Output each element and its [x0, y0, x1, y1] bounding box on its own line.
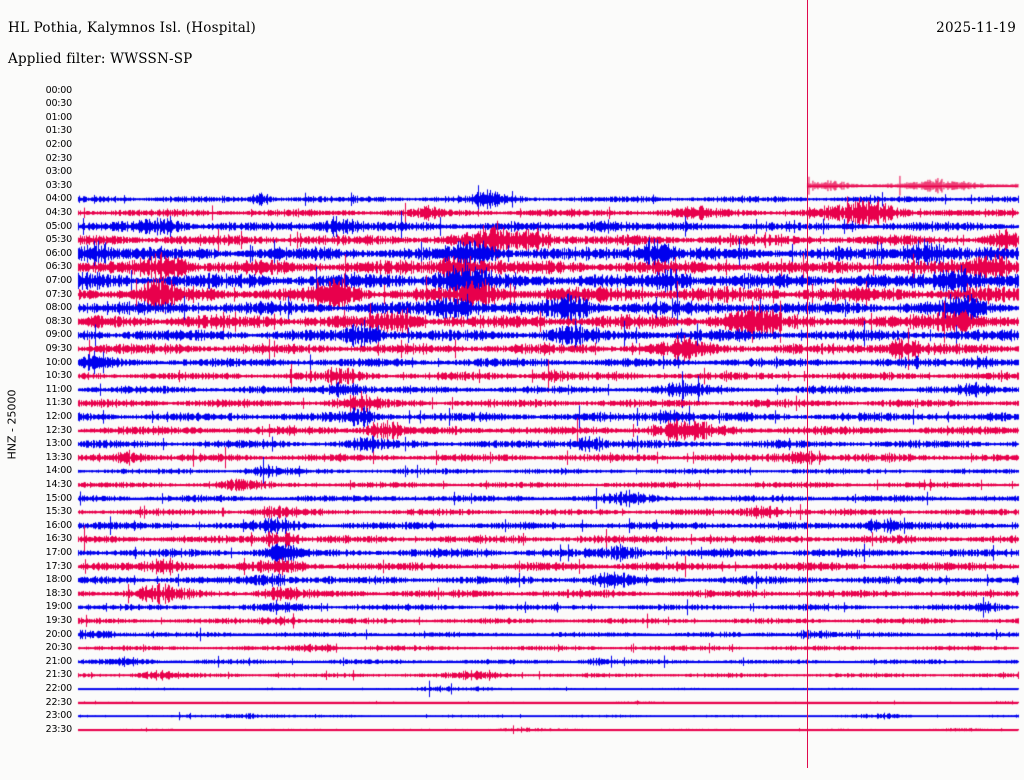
- time-tick-label: 05:00: [45, 220, 73, 232]
- time-tick-label: 07:30: [45, 288, 73, 300]
- time-tick-label: 01:00: [45, 111, 73, 123]
- time-tick-label: 16:30: [45, 533, 73, 545]
- time-tick-label: 21:00: [45, 655, 73, 667]
- time-tick-label: 12:00: [45, 410, 73, 422]
- time-tick-label: 11:00: [45, 383, 73, 395]
- time-tick-label: 10:00: [45, 356, 73, 368]
- time-tick-label: 04:00: [45, 193, 73, 205]
- time-tick-label: 22:30: [45, 696, 73, 708]
- time-tick-label: 19:30: [45, 614, 73, 626]
- time-tick-label: 17:30: [45, 560, 73, 572]
- time-tick-label: 20:00: [45, 628, 73, 640]
- time-tick-label: 04:30: [45, 206, 73, 218]
- time-tick-label: 03:30: [45, 179, 73, 191]
- time-tick-label: 15:30: [45, 506, 73, 518]
- time-tick-label: 19:00: [45, 601, 73, 613]
- time-tick-label: 06:30: [45, 261, 73, 273]
- time-tick-label: 12:30: [45, 424, 73, 436]
- time-tick-label: 09:30: [45, 342, 73, 354]
- time-axis-ticks: 00:00 00:30 01:00 01:30 02:00 02:30 03:00 03:30…: [14, 0, 73, 780]
- time-tick-label: 11:30: [45, 397, 73, 409]
- time-tick-label: 08:30: [45, 315, 73, 327]
- time-tick-label: 08:00: [45, 302, 73, 314]
- time-tick-label: 14:30: [45, 478, 73, 490]
- time-tick-label: 22:00: [45, 682, 73, 694]
- time-tick-label: 06:00: [45, 247, 73, 259]
- time-tick-label: 18:30: [45, 587, 73, 599]
- time-tick-label: 02:30: [45, 152, 73, 164]
- time-tick-label: 00:00: [45, 84, 73, 96]
- time-tick-label: 17:00: [45, 546, 73, 558]
- time-tick-label: 09:00: [45, 329, 73, 341]
- time-marker-line: [807, 0, 808, 768]
- time-tick-label: 23:00: [45, 710, 73, 722]
- time-tick-label: 10:30: [45, 370, 73, 382]
- time-tick-label: 03:00: [45, 166, 73, 178]
- time-tick-label: 07:00: [45, 274, 73, 286]
- time-tick-label: 16:00: [45, 519, 73, 531]
- time-tick-label: 02:00: [45, 138, 73, 150]
- time-tick-label: 13:30: [45, 451, 73, 463]
- time-tick-label: 18:00: [45, 574, 73, 586]
- time-tick-label: 05:30: [45, 234, 73, 246]
- time-tick-label: 00:30: [45, 98, 73, 110]
- time-tick-label: 15:00: [45, 492, 73, 504]
- time-tick-label: 13:00: [45, 438, 73, 450]
- time-tick-label: 20:30: [45, 642, 73, 654]
- time-tick-label: 14:00: [45, 465, 73, 477]
- time-tick-label: 01:30: [45, 125, 73, 137]
- time-tick-label: 21:30: [45, 669, 73, 681]
- time-tick-label: 23:30: [45, 723, 73, 735]
